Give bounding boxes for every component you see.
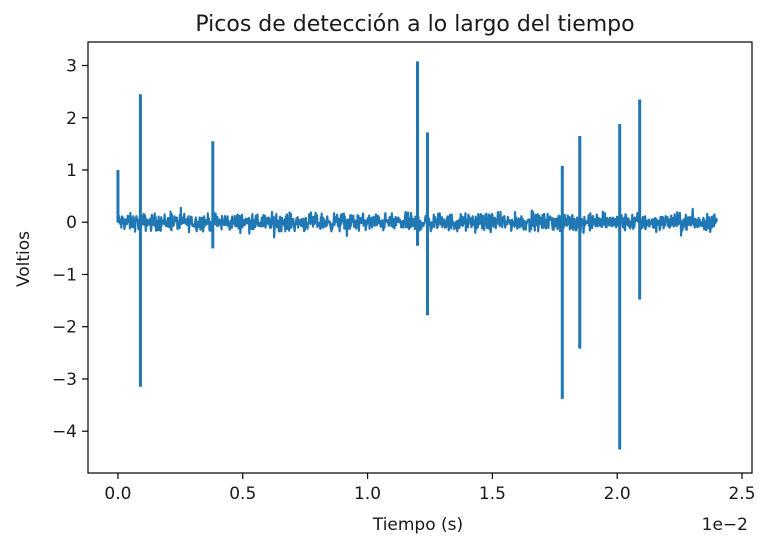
x-axis-offset-label: 1e−2: [702, 515, 748, 535]
x-tick-label: 1.5: [479, 484, 506, 504]
y-tick-label: −4: [52, 422, 77, 442]
x-axis-label: Tiempo (s): [372, 515, 463, 535]
x-tick-label: 2.0: [604, 484, 631, 504]
y-tick-label: 1: [66, 161, 77, 181]
y-tick-label: 2: [66, 109, 77, 129]
x-tick-label: 1.0: [354, 484, 381, 504]
x-tick-label: 0.0: [104, 484, 131, 504]
y-axis-ticks: 3 2 1 0 −1 −2 −3 −4: [52, 57, 88, 442]
y-tick-label: 3: [66, 57, 77, 77]
plot-frame: [87, 41, 753, 474]
chart-title: Picos de detección a lo largo del tiempo: [195, 12, 634, 37]
y-tick-label: −1: [52, 265, 77, 285]
y-tick-label: −3: [52, 370, 77, 390]
x-axis-ticks: 0.0 0.5 1.0 1.5 2.0 2.5: [104, 473, 756, 504]
x-tick-label: 0.5: [229, 484, 256, 504]
y-tick-label: 0: [66, 213, 77, 233]
series-layer: [116, 61, 719, 450]
y-tick-label: −2: [52, 318, 77, 338]
x-tick-label: 2.5: [728, 484, 755, 504]
y-axis-label: Voltios: [14, 231, 34, 287]
